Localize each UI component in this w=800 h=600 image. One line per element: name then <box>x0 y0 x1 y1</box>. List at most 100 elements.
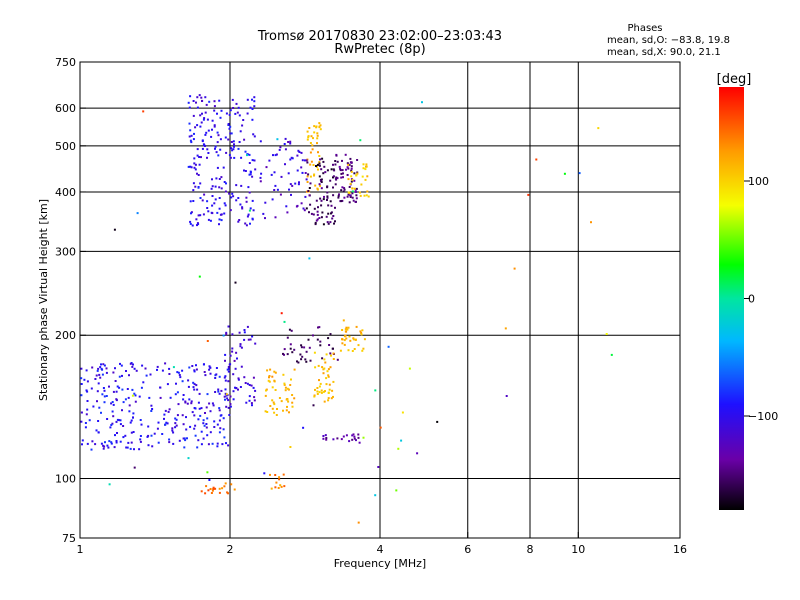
data-point <box>205 131 208 134</box>
data-point <box>308 127 311 129</box>
data-point <box>347 191 350 194</box>
data-point <box>224 392 227 395</box>
y-axis-ticks: 75 100 200 300 400 500 600 750 <box>55 56 86 545</box>
data-point <box>97 431 100 434</box>
data-point <box>168 408 171 411</box>
data-point <box>358 441 361 444</box>
data-point <box>213 420 216 423</box>
colorbar-tick-label: −100 <box>748 410 778 423</box>
data-points <box>80 94 613 524</box>
data-point <box>344 328 347 331</box>
data-point <box>327 397 330 400</box>
data-point <box>216 166 219 169</box>
data-point <box>227 325 230 328</box>
data-point <box>351 187 354 190</box>
data-point <box>88 419 91 422</box>
data-point <box>276 138 279 141</box>
data-point <box>208 100 211 103</box>
data-point <box>250 402 253 405</box>
data-point <box>253 100 256 103</box>
data-point <box>284 386 287 389</box>
data-point <box>102 444 105 447</box>
data-point <box>195 101 197 104</box>
data-point <box>347 193 350 196</box>
data-point <box>174 422 177 425</box>
data-point <box>340 176 343 179</box>
data-point <box>289 140 292 143</box>
data-point <box>199 414 202 417</box>
data-point <box>321 157 324 160</box>
data-point <box>147 444 150 447</box>
data-point <box>307 136 310 139</box>
data-point <box>535 158 538 161</box>
y-tick-label: 400 <box>55 186 76 199</box>
data-point <box>248 191 251 194</box>
data-point <box>318 164 321 167</box>
data-point <box>357 344 360 347</box>
chart-subtitle: RwPretec (8p) <box>334 42 425 57</box>
data-point <box>241 124 244 127</box>
data-point <box>346 195 349 198</box>
grid-lines <box>80 62 680 538</box>
data-point <box>362 436 365 439</box>
data-point <box>156 368 158 371</box>
data-point <box>319 184 321 187</box>
data-point <box>219 213 222 216</box>
data-point <box>121 374 123 377</box>
data-point <box>421 101 423 104</box>
data-point <box>94 378 97 380</box>
data-point <box>247 213 250 216</box>
data-point <box>134 400 137 403</box>
data-point <box>220 389 223 392</box>
data-point <box>161 433 164 435</box>
data-point <box>300 358 303 361</box>
data-point <box>207 129 210 132</box>
data-point <box>228 113 231 116</box>
data-point <box>235 387 238 390</box>
data-point <box>253 96 256 99</box>
x-tick-label: 2 <box>227 543 234 556</box>
data-point <box>350 170 353 173</box>
data-point <box>315 219 318 222</box>
x-tick-label: 16 <box>673 543 687 556</box>
data-point <box>357 521 360 524</box>
data-point <box>323 367 326 370</box>
data-point <box>151 408 154 410</box>
data-point <box>202 422 205 425</box>
data-point <box>189 220 192 223</box>
data-point <box>324 390 326 393</box>
data-point <box>177 371 180 374</box>
data-point <box>110 424 113 426</box>
data-point <box>264 217 266 220</box>
data-point <box>416 452 419 455</box>
data-point <box>341 329 344 331</box>
data-point <box>197 418 200 421</box>
data-point <box>167 410 170 413</box>
data-point <box>132 431 135 433</box>
data-point <box>355 197 358 200</box>
data-point <box>165 421 168 424</box>
data-point <box>279 484 282 487</box>
data-point <box>347 349 350 352</box>
data-point <box>325 438 328 441</box>
data-point <box>196 224 198 227</box>
data-point <box>274 184 277 187</box>
data-point <box>343 196 346 199</box>
data-point <box>198 275 201 278</box>
data-point <box>197 174 200 176</box>
data-point <box>159 396 162 399</box>
data-point <box>86 380 89 383</box>
data-point <box>202 213 205 216</box>
data-point <box>272 154 274 157</box>
data-point <box>251 335 254 338</box>
data-point <box>156 365 159 368</box>
data-point <box>151 445 154 448</box>
data-point <box>346 328 349 331</box>
data-point <box>266 411 269 413</box>
data-point <box>239 345 242 348</box>
data-point <box>379 426 382 429</box>
data-point <box>119 419 122 422</box>
data-point <box>319 197 322 200</box>
data-point <box>168 373 171 375</box>
data-point <box>206 148 209 151</box>
